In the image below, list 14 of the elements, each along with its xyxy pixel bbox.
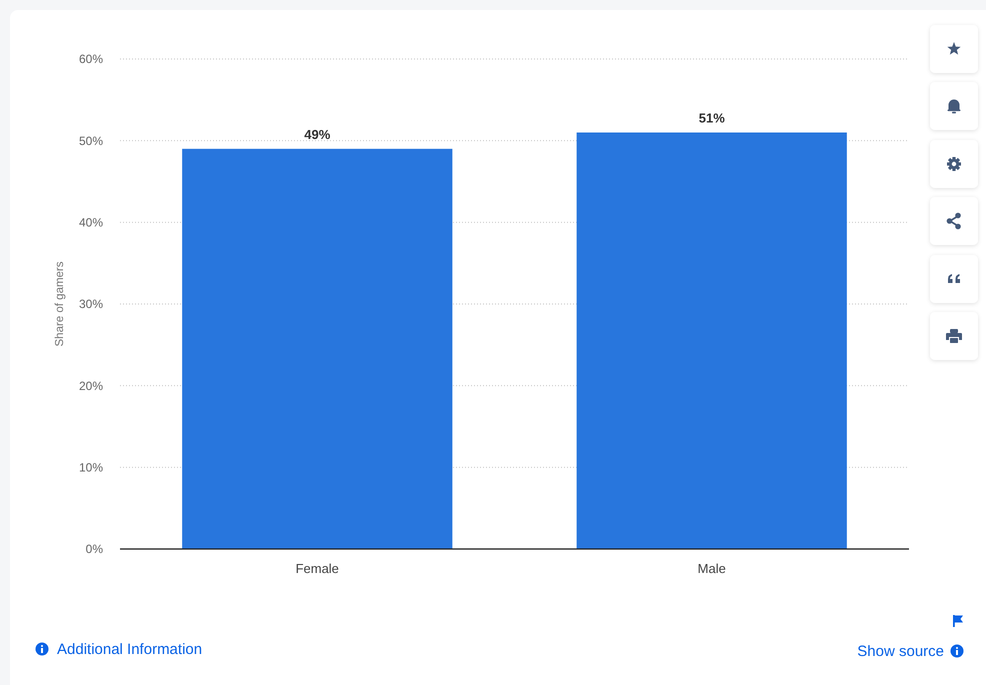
- y-tick-label: 20%: [78, 378, 104, 393]
- text: Additional Information: [57, 641, 202, 658]
- y-axis-title: Share of gamers: [54, 261, 66, 347]
- y-tick-label: 40%: [78, 216, 104, 230]
- x-tick-label: Male: [698, 561, 726, 576]
- y-tick-label: 30%: [78, 297, 104, 312]
- y-tick-label: 10%: [78, 460, 104, 475]
- data-label: 49%: [304, 126, 331, 142]
- y-tick-label: 0%: [86, 542, 104, 556]
- data-label: 51%: [698, 110, 726, 126]
- y-tick-label: 50%: [78, 134, 104, 148]
- text: Show source: [857, 643, 944, 660]
- x-tick-label: Female: [296, 561, 339, 576]
- y-tick-label: 60%: [78, 52, 104, 66]
